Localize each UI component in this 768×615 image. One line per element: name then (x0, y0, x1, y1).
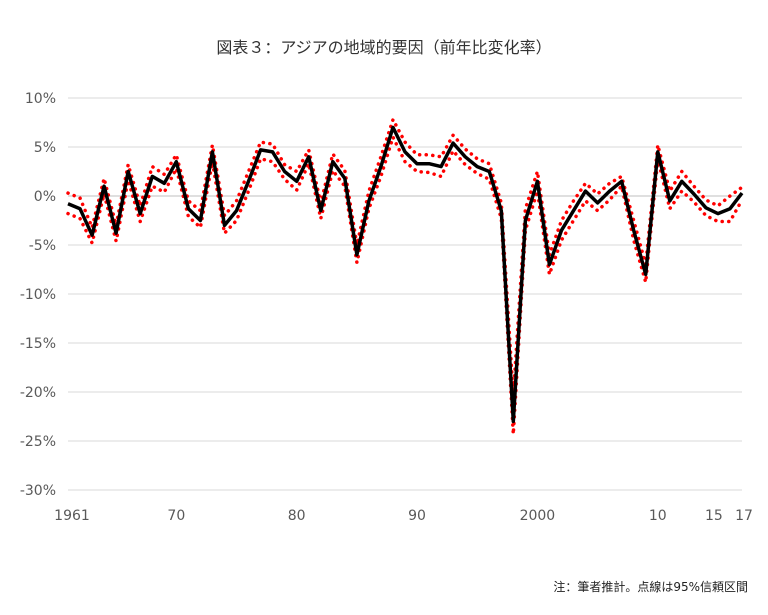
x-tick-label: 90 (408, 508, 426, 524)
grid-layer (68, 97, 742, 491)
lower-ci-dotted-line (66, 135, 744, 436)
y-tick-label: -30% (20, 483, 56, 499)
y-tick-label: 0% (34, 189, 56, 205)
upper-ci-dotted-line (66, 117, 744, 399)
series-layer (66, 117, 744, 436)
x-tick-label: 70 (167, 508, 185, 524)
y-tick-label: 5% (34, 140, 56, 156)
y-tick-label: -15% (20, 336, 56, 352)
chart-footnote: 注：筆者推計。点線は95%信頼区間 (553, 580, 748, 594)
estimate-line (67, 125, 744, 424)
x-tick-label: 10 (649, 508, 667, 524)
y-tick-label: -20% (20, 385, 56, 401)
x-axis-ticks: 1961 70 80 90 2000 10 15 17 (54, 508, 753, 524)
y-tick-label: -10% (20, 287, 56, 303)
y-tick-label: -25% (20, 434, 56, 450)
y-tick-label: 10% (25, 91, 56, 107)
x-tick-label: 80 (288, 508, 306, 524)
y-tick-label: -5% (29, 238, 56, 254)
chart-title: 図表３：アジアの地域的要因（前年比変化率） (216, 38, 552, 57)
x-tick-label: 15 (705, 508, 723, 524)
x-tick-label: 1961 (54, 508, 90, 524)
y-axis-ticks: 10% 5% 0% -5% -10% -15% -20% -25% -30% (20, 91, 56, 499)
x-tick-label: 2000 (520, 508, 556, 524)
x-tick-label: 17 (735, 508, 753, 524)
